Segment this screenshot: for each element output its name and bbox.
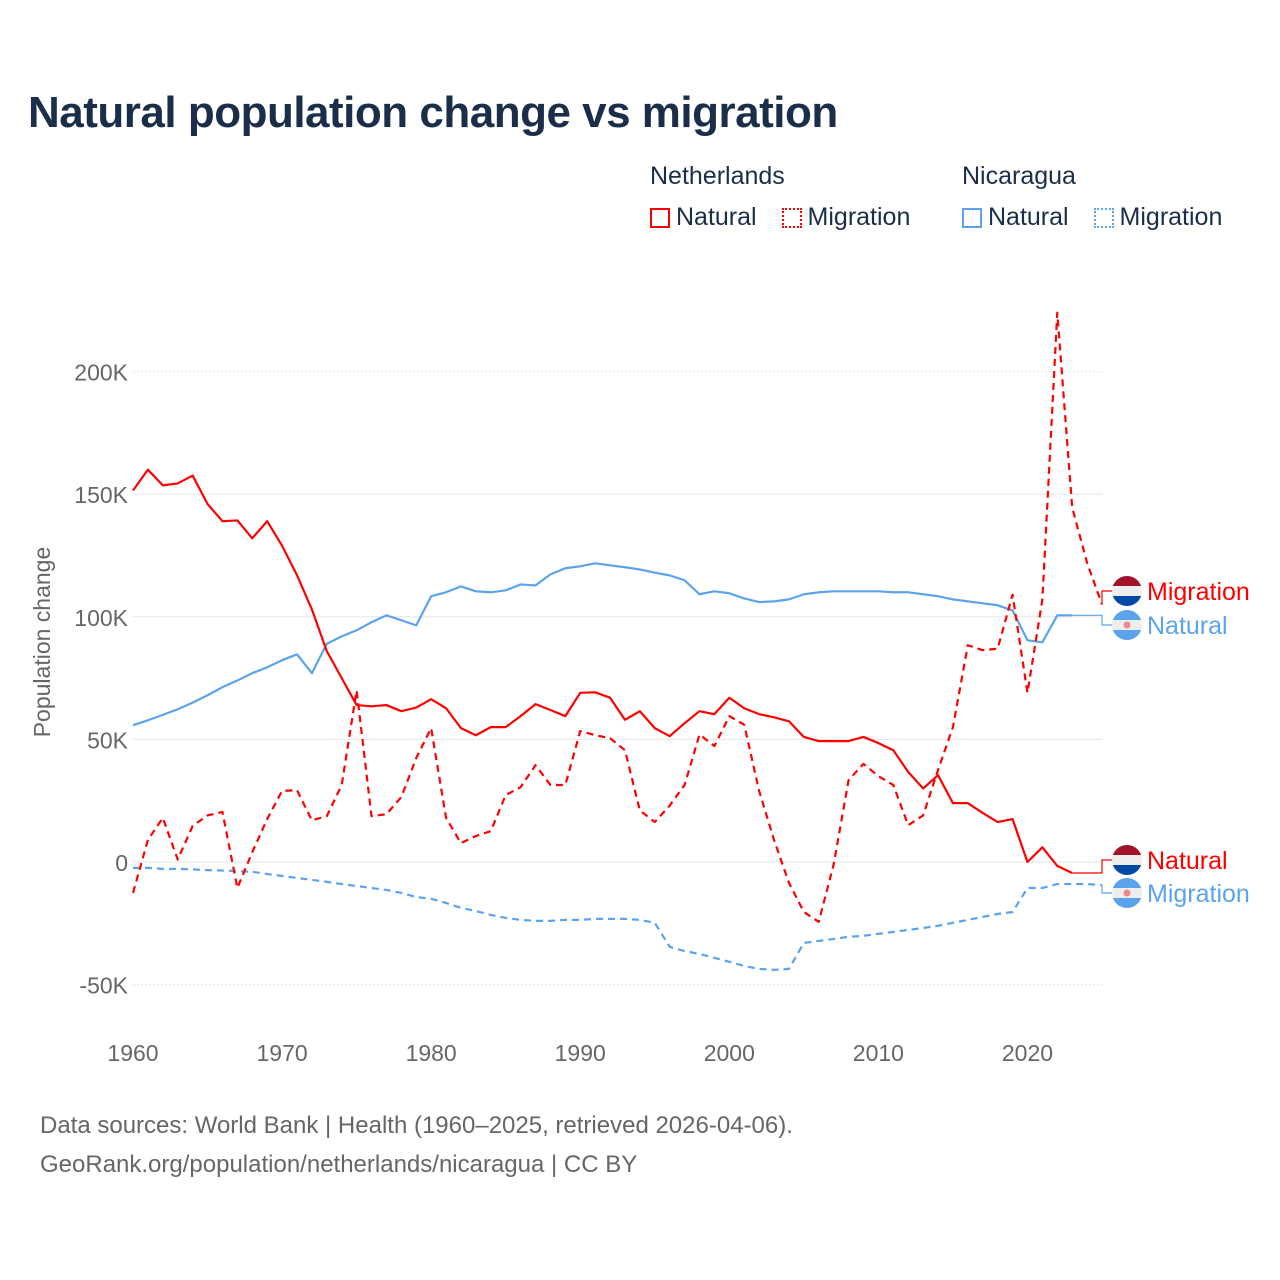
end-label: Natural — [1147, 612, 1228, 640]
label-connector — [1072, 614, 1112, 626]
legend-netherlands: Netherlands Natural Migration — [650, 162, 928, 235]
series-line-nicaragua-natural — [132, 562, 1073, 727]
chart-title: Natural population change vs migration — [28, 88, 838, 137]
data-source-note: Data sources: World Bank | Health (1960–… — [40, 1112, 793, 1139]
legend-item-nicaragua-natural[interactable]: Natural — [962, 203, 1069, 232]
legend-swatch-solid — [962, 207, 982, 228]
y-tick-label: 100K — [74, 605, 128, 631]
legend-swatch-dotted — [781, 207, 802, 228]
x-tick-label: 2000 — [704, 1040, 755, 1066]
y-tick-label: 150K — [74, 482, 128, 508]
x-tick-label: 1990 — [555, 1040, 606, 1066]
legend-label: Migration — [1119, 203, 1223, 231]
series-line-nicaragua-migration — [133, 866, 1103, 971]
footer: Data sources: World Bank | Health (1960–… — [40, 1106, 793, 1184]
series-line-netherlands-migration — [131, 311, 1104, 923]
legend-swatch-dotted — [1093, 207, 1114, 228]
legend-swatch-solid — [650, 207, 670, 228]
series-line-netherlands-natural — [132, 468, 1073, 875]
legend-heading-netherlands: Netherlands — [650, 162, 785, 190]
label-connector — [1072, 859, 1112, 874]
netherlands-flag-icon — [1112, 576, 1142, 606]
label-connector — [1101, 590, 1112, 605]
y-tick-label: 200K — [74, 360, 128, 386]
label-connector — [1101, 885, 1112, 894]
end-label: Migration — [1147, 578, 1250, 606]
legend-heading-nicaragua: Nicaragua — [962, 162, 1076, 190]
legend-label: Natural — [676, 203, 757, 231]
end-label: Migration — [1147, 880, 1250, 908]
y-axis-label: Population change — [29, 547, 55, 738]
legend-label: Migration — [807, 203, 911, 231]
source-link[interactable]: GeoRank.org/population/netherlands/nicar… — [40, 1151, 638, 1178]
legend-item-nicaragua-migration[interactable]: Migration — [1093, 203, 1223, 232]
y-tick-label: 50K — [87, 727, 129, 753]
x-tick-label: 1970 — [256, 1040, 307, 1066]
x-tick-label: 1960 — [107, 1040, 158, 1066]
nicaragua-flag-icon — [1112, 878, 1142, 908]
legend-item-netherlands-natural[interactable]: Natural — [650, 203, 757, 232]
legend-item-netherlands-migration[interactable]: Migration — [781, 203, 911, 232]
legend-nicaragua: Nicaragua Natural Migration — [962, 162, 1240, 235]
legend-label: Natural — [988, 203, 1069, 231]
x-tick-label: 1980 — [406, 1040, 457, 1066]
x-tick-label: 2020 — [1002, 1040, 1053, 1066]
y-tick-label: -50K — [79, 973, 128, 999]
end-label: Natural — [1147, 847, 1228, 875]
nicaragua-flag-icon — [1112, 610, 1142, 640]
y-tick-label: 0 — [115, 850, 128, 876]
x-tick-label: 2010 — [853, 1040, 904, 1066]
netherlands-flag-icon — [1112, 845, 1142, 875]
